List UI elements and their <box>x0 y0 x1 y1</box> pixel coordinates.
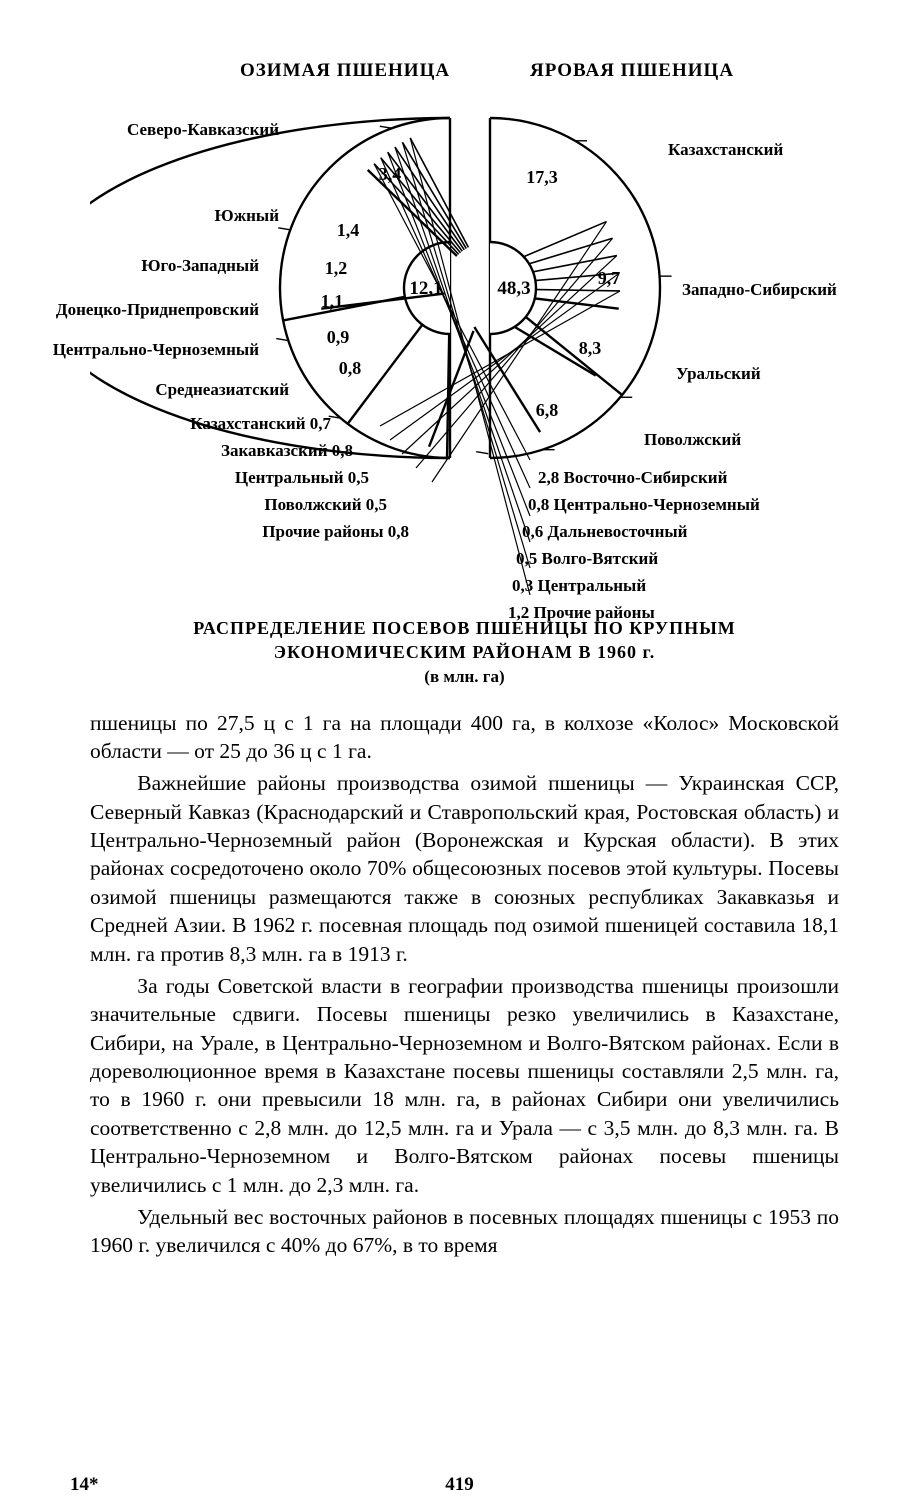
svg-text:17,3: 17,3 <box>526 167 558 187</box>
paragraph: пшеницы по 27,5 ц с 1 га на площади 400 … <box>90 709 839 766</box>
chart-region-label: Поволжский <box>644 430 741 450</box>
chart-region-label: 0,5 Волго-Вятский <box>516 549 658 569</box>
chart-region-label: Казахстанский <box>668 140 783 160</box>
paragraph: За годы Советской власти в географии про… <box>90 972 839 1199</box>
chart-region-label: Поволжский 0,5 <box>264 495 387 515</box>
chart-region-label: 2,8 Восточно-Сибирский <box>538 468 727 488</box>
chart-region-label: Северо-Кавказский <box>127 120 279 140</box>
svg-text:1,4: 1,4 <box>337 220 360 240</box>
svg-text:0,8: 0,8 <box>339 358 362 378</box>
chart-region-label: Центрально-Черноземный <box>53 340 259 360</box>
svg-text:12,1: 12,1 <box>409 278 442 299</box>
body-text: пшеницы по 27,5 ц с 1 га на площади 400 … <box>90 709 839 1260</box>
chart-region-label: Закавказский 0,8 <box>221 441 353 461</box>
chart-region-label: Уральский <box>676 364 761 384</box>
chart-region-label: 0,6 Дальневосточный <box>522 522 687 542</box>
chart-caption-sub: (в млн. га) <box>90 667 839 687</box>
chart-region-label: 0,3 Центральный <box>512 576 646 596</box>
chart-region-label: Прочие районы 0,8 <box>262 522 409 542</box>
paragraph: Удельный вес восточных районов в посевны… <box>90 1203 839 1260</box>
svg-text:6,8: 6,8 <box>536 400 559 420</box>
chart-region-label: 0,8 Центрально-Черноземный <box>528 495 760 515</box>
chart-region-label: Среднеазиатский <box>155 380 289 400</box>
svg-text:1,2: 1,2 <box>325 258 348 278</box>
chart-region-label: Западно-Сибирский <box>682 280 837 300</box>
chart-region-label: Южный <box>214 206 279 226</box>
chart-region-label: Донецко-Приднепровский <box>56 300 259 320</box>
chart-region-label: Центральный 0,5 <box>235 468 369 488</box>
svg-text:9,7: 9,7 <box>598 268 621 288</box>
svg-text:48,3: 48,3 <box>497 278 530 299</box>
svg-text:0,9: 0,9 <box>327 327 350 347</box>
semicircle-chart: ОЗИМАЯ ПШЕНИЦА ЯРОВАЯ ПШЕНИЦА 3,41,41,21… <box>90 40 839 600</box>
chart-region-label: Казахстанский 0,7 <box>190 414 331 434</box>
svg-text:8,3: 8,3 <box>579 338 602 358</box>
paragraph: Важнейшие районы производства озимой пше… <box>90 769 839 968</box>
chart-region-label: Юго-Западный <box>141 256 259 276</box>
chart-region-label: 1,2 Прочие районы <box>508 603 655 623</box>
page-number: 419 <box>0 1474 919 1496</box>
chart-caption: РАСПРЕДЕЛЕНИЕ ПОСЕВОВ ПШЕНИЦЫ ПО КРУПНЫМ… <box>120 616 809 665</box>
